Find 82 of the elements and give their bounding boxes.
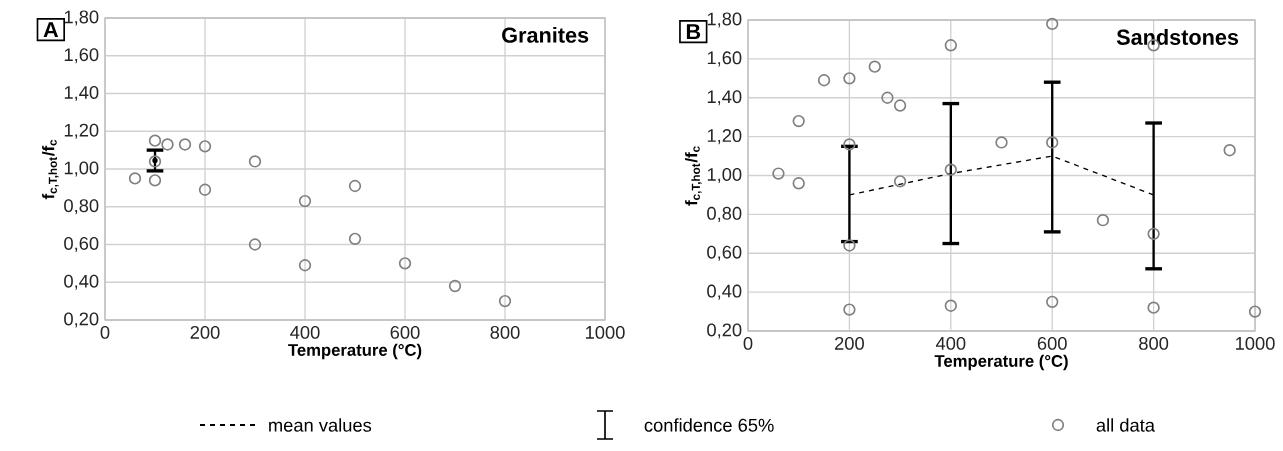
point	[148, 174, 162, 187]
point	[398, 257, 412, 270]
x-axis-title: Temperature (°C)	[934, 354, 1068, 371]
y-tick-label: 1,00	[707, 167, 742, 184]
point	[448, 279, 462, 293]
point	[1248, 305, 1262, 318]
point	[198, 183, 212, 196]
point	[298, 259, 312, 272]
point	[128, 172, 142, 185]
x-tick-label: 1000	[1236, 336, 1275, 350]
chart-subtitle: Granites	[502, 26, 589, 43]
chart-subtitle: Sandstones	[1116, 28, 1239, 45]
x-tick-label: 200	[835, 336, 864, 350]
y-tick-label: 1,40	[64, 85, 99, 102]
point	[248, 155, 262, 168]
x-tick-label: 600	[390, 325, 420, 339]
point	[348, 232, 362, 246]
point	[944, 299, 957, 312]
point	[995, 136, 1008, 149]
y-tick-label: 1,00	[64, 161, 99, 177]
legend-label: mean values	[269, 418, 372, 432]
x-tick-label: 0	[743, 336, 753, 350]
x-tick-label: 0	[100, 325, 110, 339]
point	[893, 175, 907, 188]
y-tick-label: 1,20	[707, 129, 742, 145]
x-tick-label: 200	[190, 325, 220, 339]
point	[1046, 136, 1059, 149]
point	[843, 138, 856, 151]
y-tick-label: 0,20	[64, 312, 99, 328]
y-axis-title: f$_{c,T,hot}$/f$_{c}$	[42, 139, 59, 200]
y-tick-label: 0,60	[64, 236, 99, 253]
y-tick-label: 1,80	[64, 10, 99, 26]
y-tick-label: 1,60	[707, 51, 742, 67]
y-tick-label: 0,60	[707, 245, 742, 261]
y-tick-label: 1,80	[707, 12, 742, 28]
point	[348, 179, 362, 193]
point	[843, 303, 856, 316]
point	[881, 91, 894, 104]
legend-label: all data	[1096, 418, 1155, 432]
point	[843, 239, 856, 252]
y-axis-title: f$_{c,T,hot}$/f$_{c}$	[685, 146, 702, 206]
point	[1223, 144, 1236, 157]
y-tick-label: 0,40	[707, 284, 742, 300]
y-tick-label: 1,40	[707, 90, 742, 106]
chart-title: B	[686, 24, 701, 40]
point	[1147, 301, 1160, 314]
x-tick-label: 400	[935, 336, 966, 350]
point	[148, 134, 162, 147]
point	[893, 99, 907, 112]
point	[817, 74, 831, 87]
x-tick-label: 600	[1037, 336, 1067, 350]
point	[944, 39, 957, 52]
point	[298, 194, 312, 208]
point	[1046, 295, 1059, 309]
x-tick-label: 400	[290, 325, 320, 339]
point	[178, 138, 192, 151]
point	[792, 177, 805, 190]
point	[868, 60, 881, 73]
x-tick-label: 800	[490, 325, 520, 339]
point	[843, 72, 856, 85]
point	[792, 114, 805, 128]
chart-title: A	[43, 22, 59, 38]
point	[161, 138, 174, 151]
point	[772, 167, 785, 180]
x-axis-title: Temperature (°C)	[288, 343, 422, 360]
y-tick-label: 0,40	[64, 274, 99, 290]
y-tick-label: 0,20	[707, 323, 742, 339]
y-tick-label: 1,60	[64, 48, 99, 64]
y-tick-label: 0,80	[64, 199, 99, 215]
x-tick-label: 800	[1139, 336, 1169, 350]
point	[248, 238, 262, 251]
point	[1096, 214, 1110, 227]
y-tick-label: 0,80	[707, 206, 742, 222]
point	[1147, 227, 1160, 240]
point	[198, 140, 212, 153]
text: confidence 65%	[644, 418, 774, 432]
point	[1046, 17, 1059, 31]
point	[944, 163, 957, 176]
y-tick-label: 1,20	[64, 123, 99, 139]
point	[148, 155, 162, 168]
point	[498, 294, 512, 308]
x-tick-label: 1000	[586, 325, 625, 339]
